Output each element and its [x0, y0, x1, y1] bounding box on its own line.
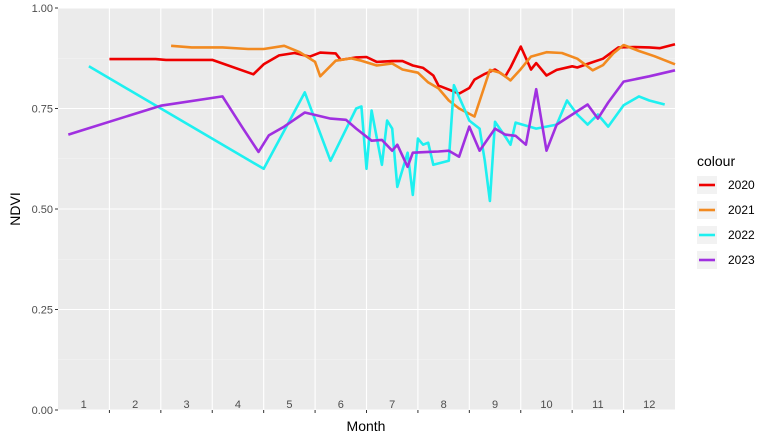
x-tick-label: 11	[592, 399, 603, 411]
y-tick-label: 0.25	[32, 305, 53, 317]
y-tick-label: 0.00	[32, 405, 53, 417]
x-tick-label: 1	[81, 399, 87, 411]
legend-label-2021: 2021	[728, 203, 755, 217]
x-tick-label: 9	[492, 399, 498, 411]
legend-label-2023: 2023	[728, 253, 755, 267]
y-axis: 0.00 0.25 0.50 0.75 1.00	[32, 3, 58, 417]
x-tick-label: 5	[286, 399, 292, 411]
x-tick-label: 12	[643, 399, 655, 411]
legend: colour 2020 2021 2022 2023	[697, 153, 755, 269]
x-axis-ticks	[108, 410, 625, 413]
x-tick-label: 6	[338, 399, 344, 411]
x-tick-label: 7	[389, 399, 395, 411]
series-line-2023	[67, 69, 676, 169]
x-tick-label: 8	[441, 399, 447, 411]
series-line-2021	[170, 43, 676, 118]
series-line-2020	[109, 42, 676, 95]
legend-label-2022: 2022	[728, 228, 755, 242]
series-layer	[67, 42, 676, 203]
y-tick-label: 0.50	[32, 204, 53, 216]
y-axis-title: NDVI	[7, 192, 23, 225]
legend-label-2020: 2020	[728, 178, 755, 192]
x-tick-label: 3	[183, 399, 189, 411]
x-tick-label: 2	[132, 399, 138, 411]
x-tick-label: 10	[540, 399, 552, 411]
x-tick-label: 4	[235, 399, 241, 411]
x-tick-labels: 1 2 3 4 5 6 7 8 9 10 11 12	[81, 399, 656, 411]
legend-title: colour	[697, 153, 735, 169]
y-tick-label: 1.00	[32, 3, 53, 15]
x-axis-title: Month	[347, 418, 386, 434]
y-tick-label: 0.75	[32, 104, 53, 116]
